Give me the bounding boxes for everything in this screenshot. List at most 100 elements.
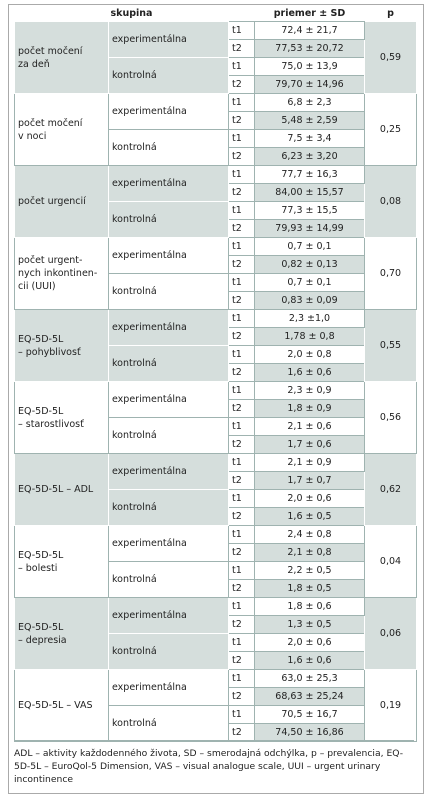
time-cell: t1 [228, 489, 255, 508]
time-cell: t2 [228, 399, 255, 418]
table-row: počet močení v noci experimentálna t1 6,8 ±… [14, 93, 417, 166]
table-row: kontrolná t1 0,7 ± 0,1 [15, 273, 417, 310]
value-cell: 74,50 ± 16,86 [254, 723, 365, 742]
group-cell: experimentálna [108, 309, 229, 346]
table-row: t2 1,7 ± 0,7 [15, 471, 417, 490]
time-cell: t1 [228, 597, 255, 616]
time-cell: t2 [228, 39, 255, 58]
time-cell: t2 [228, 723, 255, 742]
table-row: t2 79,93 ± 14,99 [15, 219, 417, 238]
time-cell: t1 [228, 633, 255, 652]
group-cell: kontrolná [108, 633, 229, 670]
group-cell: experimentálna [108, 21, 229, 58]
value-cell: 1,6 ± 0,5 [254, 507, 365, 526]
value-cell: 0,7 ± 0,1 [254, 237, 365, 256]
table-row: t2 1,3 ± 0,5 [15, 615, 417, 634]
value-cell: 2,1 ± 0,6 [254, 417, 365, 436]
time-cell: t2 [228, 579, 255, 598]
row-label: EQ-5D-5L – ADL [14, 453, 109, 526]
group-cell: experimentálna [108, 165, 229, 202]
header-cell: p [387, 8, 394, 19]
table-row: kontrolná t1 2,1 ± 0,6 [15, 417, 417, 454]
frame [8, 4, 424, 794]
table-row: t2 5,48 ± 2,59 [15, 111, 417, 130]
footnote: ADL – aktivity každodenného života, SD –… [14, 740, 414, 786]
value-cell: 77,53 ± 20,72 [254, 39, 365, 58]
value-cell: 63,0 ± 25,3 [254, 669, 365, 688]
table-row: kontrolná t1 7,5 ± 3,4 [15, 129, 417, 166]
value-cell: 0,7 ± 0,1 [254, 273, 365, 292]
time-cell: t2 [228, 219, 255, 238]
value-cell: 5,48 ± 2,59 [254, 111, 365, 130]
value-cell: 70,5 ± 16,7 [254, 705, 365, 724]
time-cell: t2 [228, 615, 255, 634]
group-cell: experimentálna [108, 93, 229, 130]
time-cell: t1 [228, 21, 255, 40]
table-row: t2 1,6 ± 0,6 [15, 651, 417, 670]
time-cell: t1 [228, 417, 255, 436]
time-cell: t1 [228, 93, 255, 112]
p-value: 0,06 [364, 597, 417, 670]
group-cell: kontrolná [108, 561, 229, 598]
p-value: 0,25 [364, 93, 417, 166]
time-cell: t2 [228, 255, 255, 274]
table-row: kontrolná t1 77,3 ± 15,5 [15, 201, 417, 238]
time-cell: t2 [228, 435, 255, 454]
table-row: t2 74,50 ± 16,86 [15, 723, 417, 742]
value-cell: 75,0 ± 13,9 [254, 57, 365, 76]
table-row: EQ-5D-5L – starostlivosť experimentálna t1… [14, 381, 417, 454]
value-cell: 6,8 ± 2,3 [254, 93, 365, 112]
table-row: t2 68,63 ± 25,24 [15, 687, 417, 706]
value-cell: 1,8 ± 0,6 [254, 597, 365, 616]
value-cell: 79,93 ± 14,99 [254, 219, 365, 238]
group-cell: kontrolná [108, 273, 229, 310]
table-row: EQ-5D-5L – bolesti experimentálna t1 2,4 ± … [14, 525, 417, 598]
group-cell: experimentálna [108, 453, 229, 490]
header-cell: priemer ± SD [273, 8, 346, 19]
results-table: skupina priemer ± SD p počet močení za d… [14, 6, 417, 742]
value-cell: 2,3 ±1,0 [254, 309, 365, 328]
value-cell: 6,23 ± 3,20 [254, 147, 365, 166]
value-cell: 79,70 ± 14,96 [254, 75, 365, 94]
table-row: t2 1,6 ± 0,5 [15, 507, 417, 526]
value-cell: 2,0 ± 0,6 [254, 633, 365, 652]
table-row: t2 1,7 ± 0,6 [15, 435, 417, 454]
header-row: skupina priemer ± SD p [15, 6, 417, 22]
table-row: t2 79,70 ± 14,96 [15, 75, 417, 94]
time-cell: t1 [228, 201, 255, 220]
time-cell: t2 [228, 363, 255, 382]
value-cell: 72,4 ± 21,7 [254, 21, 365, 40]
value-cell: 2,1 ± 0,8 [254, 543, 365, 562]
p-value: 0,04 [364, 525, 417, 598]
table-row: počet urgent- nych inkontinen- cii (UUI)… [14, 237, 417, 310]
time-cell: t1 [228, 237, 255, 256]
time-cell: t2 [228, 543, 255, 562]
time-cell: t2 [228, 507, 255, 526]
group-cell: experimentálna [108, 237, 229, 274]
time-cell: t2 [228, 75, 255, 94]
row-label: počet močení v noci [14, 93, 109, 166]
table-row: t2 77,53 ± 20,72 [15, 39, 417, 58]
time-cell: t2 [228, 651, 255, 670]
time-cell: t1 [228, 381, 255, 400]
p-value: 0,19 [364, 669, 417, 742]
group-cell: kontrolná [108, 129, 229, 166]
value-cell: 2,0 ± 0,8 [254, 345, 365, 364]
value-cell: 0,82 ± 0,13 [254, 255, 365, 274]
time-cell: t1 [228, 705, 255, 724]
group-cell: experimentálna [108, 381, 229, 418]
value-cell: 84,00 ± 15,57 [254, 183, 365, 202]
p-value: 0,56 [364, 381, 417, 454]
table-row: kontrolná t1 2,0 ± 0,6 [15, 489, 417, 526]
value-cell: 7,5 ± 3,4 [254, 129, 365, 148]
group-cell: kontrolná [108, 489, 229, 526]
group-cell: kontrolná [108, 417, 229, 454]
value-cell: 1,8 ± 0,9 [254, 399, 365, 418]
time-cell: t1 [228, 165, 255, 184]
time-cell: t2 [228, 291, 255, 310]
p-value: 0,62 [364, 453, 417, 526]
row-label: EQ-5D-5L – bolesti [14, 525, 109, 598]
table-row: počet urgencií experimentálna t1 77,7 ± 16,… [14, 165, 417, 238]
value-cell: 2,3 ± 0,9 [254, 381, 365, 400]
